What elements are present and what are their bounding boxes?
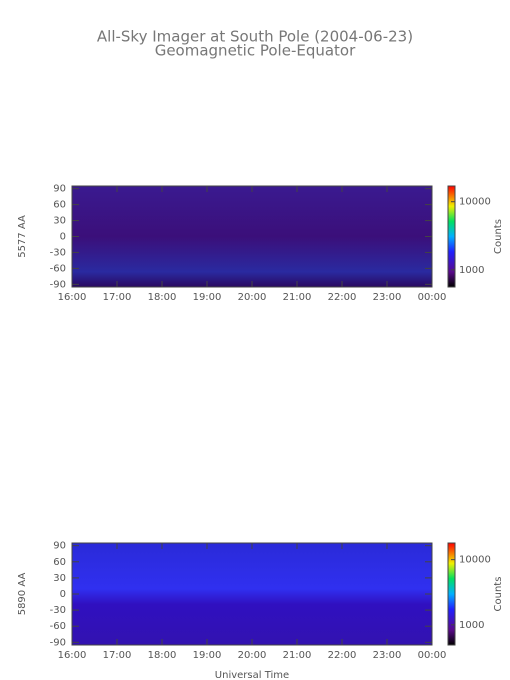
y-axis-label: 5577 AA	[17, 215, 28, 258]
x-tick-label: 16:00	[58, 650, 87, 661]
y-tick-label: -30	[50, 605, 66, 616]
keogram-image	[72, 543, 432, 645]
y-tick-label: 60	[53, 557, 66, 568]
x-axis-label: Universal Time	[215, 670, 289, 680]
y-tick-label: -60	[50, 263, 66, 274]
y-tick-label: 0	[60, 589, 66, 600]
x-tick-label: 19:00	[193, 292, 222, 303]
x-tick-label: 20:00	[238, 292, 267, 303]
y-tick-label: 30	[53, 573, 66, 584]
colorbar-tick-label: 1000	[459, 620, 484, 631]
x-tick-label: 23:00	[373, 292, 402, 303]
title: All-Sky Imager at South Pole (2004-06-23…	[97, 28, 413, 46]
x-tick-label: 17:00	[103, 292, 132, 303]
y-axis-label: 5890 AA	[17, 573, 28, 616]
colorbar-tick-label: 10000	[459, 197, 491, 208]
y-tick-label: -90	[50, 637, 66, 648]
x-tick-label: 21:00	[283, 650, 312, 661]
y-tick-label: -30	[50, 247, 66, 258]
colorbar-frame	[447, 185, 456, 288]
colorbar	[448, 543, 455, 645]
x-tick-label: 16:00	[58, 292, 87, 303]
x-tick-label: 22:00	[328, 292, 357, 303]
colorbar-label: Counts	[493, 219, 504, 254]
x-tick-label: 00:00	[418, 650, 447, 661]
y-tick-label: -90	[50, 279, 66, 290]
y-tick-label: 30	[53, 216, 66, 227]
y-tick-label: 0	[60, 232, 66, 243]
x-tick-label: 18:00	[148, 292, 177, 303]
x-tick-label: 22:00	[328, 650, 357, 661]
y-tick-label: 90	[53, 541, 66, 552]
y-tick-label: 60	[53, 200, 66, 211]
colorbar	[448, 186, 455, 287]
x-tick-label: 20:00	[238, 650, 267, 661]
y-tick-label: -60	[50, 621, 66, 632]
y-tick-label: 90	[53, 184, 66, 195]
x-tick-label: 18:00	[148, 650, 177, 661]
subtitle: Geomagnetic Pole-Equator	[155, 42, 356, 60]
colorbar-label: Counts	[493, 577, 504, 612]
colorbar-tick-label: 1000	[459, 265, 484, 276]
colorbar-tick-label: 10000	[459, 555, 491, 566]
x-tick-label: 19:00	[193, 650, 222, 661]
x-tick-label: 23:00	[373, 650, 402, 661]
keogram-image	[72, 186, 432, 287]
x-tick-label: 21:00	[283, 292, 312, 303]
colorbar-frame	[447, 542, 456, 646]
x-tick-label: 17:00	[103, 650, 132, 661]
x-tick-label: 00:00	[418, 292, 447, 303]
